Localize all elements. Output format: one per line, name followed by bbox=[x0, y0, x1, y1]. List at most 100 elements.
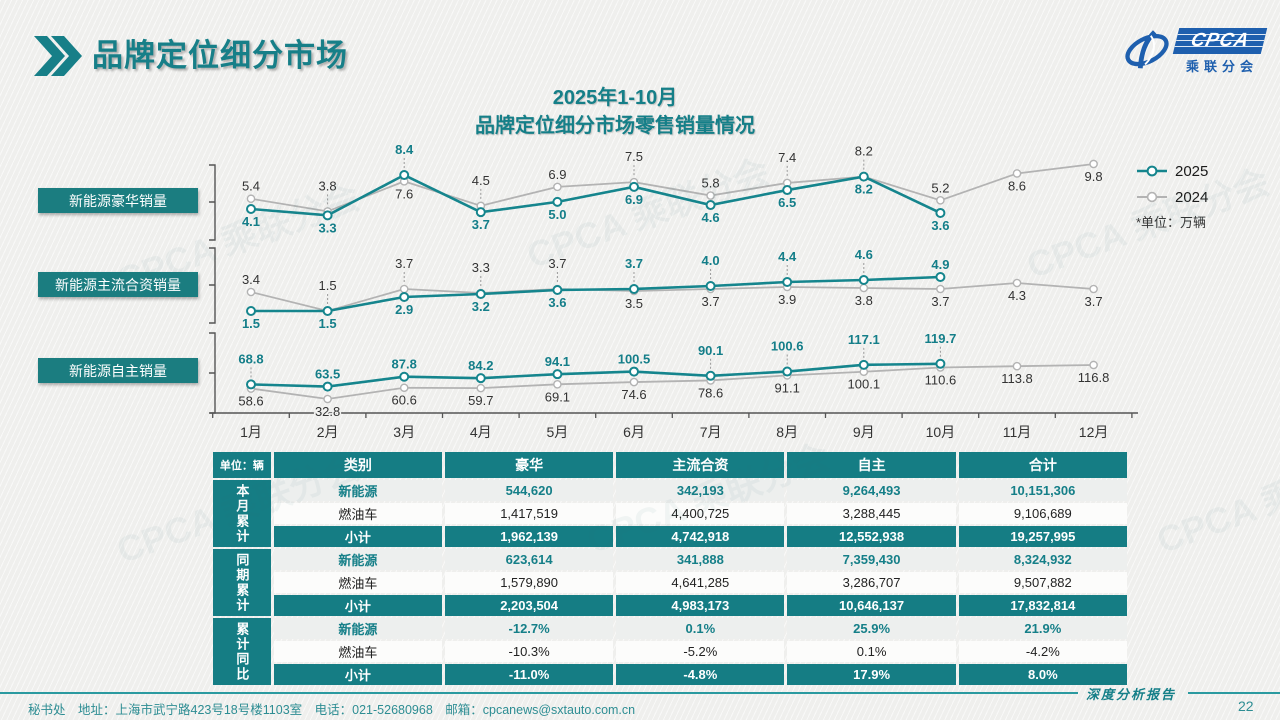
x-axis-label: 11月 bbox=[1003, 424, 1032, 440]
value-label: 100.5 bbox=[618, 352, 651, 367]
point-2024 bbox=[1089, 159, 1098, 169]
table-cell: 8.0% bbox=[958, 664, 1127, 685]
value-label: 3.7 bbox=[548, 256, 566, 271]
legend-item-2025: 2025 bbox=[1136, 158, 1208, 184]
point-2025 bbox=[552, 285, 563, 295]
point-2025 bbox=[629, 366, 639, 377]
value-label: 91.1 bbox=[775, 380, 800, 395]
cpca-wordmark: CPCA bbox=[1172, 28, 1268, 54]
legend-label-2025: 2025 bbox=[1175, 162, 1209, 180]
cpca-emblem-icon bbox=[1125, 29, 1169, 68]
table-row: 燃油车 1,417,519 4,400,725 3,288,445 9,106,689 bbox=[213, 503, 1127, 524]
cpca-logo: CPCA 乘联分会 bbox=[1122, 28, 1268, 75]
table-cell: 1,417,519 bbox=[445, 503, 614, 524]
table-row: 本月累计 新能源 544,620 342,193 9,264,493 10,151,306 bbox=[213, 480, 1127, 547]
line-2025 bbox=[250, 362, 941, 388]
table-cell: 341,888 bbox=[616, 549, 785, 570]
point-2024 bbox=[1089, 284, 1098, 294]
chart-legend: 2025 2024 bbox=[1136, 158, 1208, 210]
point-2025 bbox=[552, 196, 563, 207]
value-label: 3.6 bbox=[548, 295, 566, 310]
table-cell: 12,552,938 bbox=[787, 526, 956, 547]
value-label: 6.5 bbox=[778, 195, 796, 210]
point-2024 bbox=[399, 284, 409, 294]
table-row: 燃油车 -10.3% -5.2% 0.1% -4.2% bbox=[213, 641, 1127, 662]
value-label: 110.6 bbox=[925, 372, 957, 387]
value-label: 8.2 bbox=[855, 182, 873, 197]
footer-contact: 秘书处 地址：上海市武宁路423号18号楼1103室 电话：021-526809… bbox=[28, 703, 636, 717]
value-label: 3.8 bbox=[855, 293, 873, 308]
legend-label-2024: 2024 bbox=[1175, 188, 1209, 206]
point-2025 bbox=[782, 366, 793, 377]
x-axis-ticks bbox=[212, 413, 1133, 418]
chart-band-2: 68.8 58.6 63.5 32.8 87.8 60.6 84.2 59.7 94.1 69.1… bbox=[237, 329, 1111, 420]
chart-band-0: 5.4 4.1 3.8 3.3 8.4 7.6 4.5 3.7 6.9 5.0 7.5 6.9 5.8 4… bbox=[240, 141, 1104, 237]
value-label: 2.9 bbox=[395, 302, 413, 317]
value-label: 8.6 bbox=[1008, 178, 1026, 193]
chart-title: 2025年1-10月 品牌定位细分市场零售销量情况 bbox=[280, 84, 950, 140]
table-cell: -4.2% bbox=[958, 641, 1127, 662]
y-axis-bracket bbox=[209, 164, 216, 241]
table-cell: 小计 bbox=[273, 526, 442, 547]
point-2025 bbox=[246, 306, 256, 316]
value-label: 7.5 bbox=[625, 149, 643, 164]
table-cell: 燃油车 bbox=[273, 503, 442, 524]
point-2024 bbox=[1012, 278, 1022, 288]
point-2024 bbox=[553, 379, 562, 389]
legend-marker-2024-icon bbox=[1137, 191, 1167, 203]
value-label: 116.8 bbox=[1078, 370, 1110, 385]
value-label: 3.4 bbox=[242, 272, 260, 287]
legend-marker-2025-icon bbox=[1137, 165, 1167, 177]
point-2025 bbox=[629, 284, 639, 294]
table-cell: 10,151,306 bbox=[958, 480, 1127, 501]
value-label: 6.9 bbox=[548, 167, 566, 182]
line-2024 bbox=[250, 364, 1094, 400]
value-label: 117.1 bbox=[848, 332, 880, 347]
value-label: 5.8 bbox=[702, 176, 720, 191]
value-label: 7.4 bbox=[778, 150, 796, 165]
table-cell: 544,620 bbox=[445, 480, 614, 501]
value-label: 5.4 bbox=[242, 179, 260, 194]
table-cell: 342,193 bbox=[616, 480, 785, 501]
point-2025 bbox=[399, 292, 410, 302]
point-2024 bbox=[553, 182, 562, 192]
value-label: 3.7 bbox=[931, 294, 949, 309]
table-cell: 燃油车 bbox=[273, 641, 442, 662]
table-cell: 21.9% bbox=[958, 618, 1127, 639]
table-cell: -4.8% bbox=[616, 664, 785, 685]
value-label: 4.0 bbox=[702, 253, 720, 268]
table-header: 豪华 bbox=[445, 452, 614, 478]
table-cell: 4,983,173 bbox=[616, 595, 785, 616]
value-label: 94.1 bbox=[545, 354, 570, 369]
value-label: 87.8 bbox=[392, 357, 417, 372]
table-row: 小计 1,962,139 4,742,918 12,552,938 19,257,995 bbox=[213, 526, 1127, 547]
table-header: 自主 bbox=[787, 452, 956, 478]
point-2025 bbox=[399, 371, 410, 382]
unit-note: *单位：万辆 bbox=[1136, 215, 1207, 230]
footer-rule-left bbox=[0, 692, 1078, 694]
value-label: 69.1 bbox=[545, 389, 570, 404]
point-2024 bbox=[629, 377, 639, 387]
value-label: 1.5 bbox=[242, 316, 260, 331]
line-2024 bbox=[250, 163, 1094, 213]
x-axis-label: 6月 bbox=[623, 424, 645, 440]
x-axis-label: 5月 bbox=[547, 424, 569, 440]
table-cell: 10,646,137 bbox=[787, 595, 956, 616]
table-cell: 9,507,882 bbox=[958, 572, 1127, 593]
point-2024 bbox=[936, 284, 945, 294]
value-label: 6.9 bbox=[625, 192, 643, 207]
table-cell: 新能源 bbox=[273, 549, 442, 570]
point-2024 bbox=[1089, 360, 1098, 370]
point-2025 bbox=[322, 210, 333, 221]
value-label: 1.5 bbox=[319, 316, 337, 331]
table-cell: 4,641,285 bbox=[616, 572, 785, 593]
point-2025 bbox=[475, 207, 486, 218]
table-cell: 7,359,430 bbox=[787, 549, 956, 570]
x-axis-label: 4月 bbox=[470, 424, 492, 440]
table-cell: 17.9% bbox=[787, 664, 956, 685]
table-cell: 3,286,707 bbox=[787, 572, 956, 593]
x-axis-label: 12月 bbox=[1079, 424, 1109, 440]
table-row: 小计 -11.0% -4.8% 17.9% 8.0% bbox=[213, 664, 1127, 685]
table-cell: 623,614 bbox=[445, 549, 614, 570]
